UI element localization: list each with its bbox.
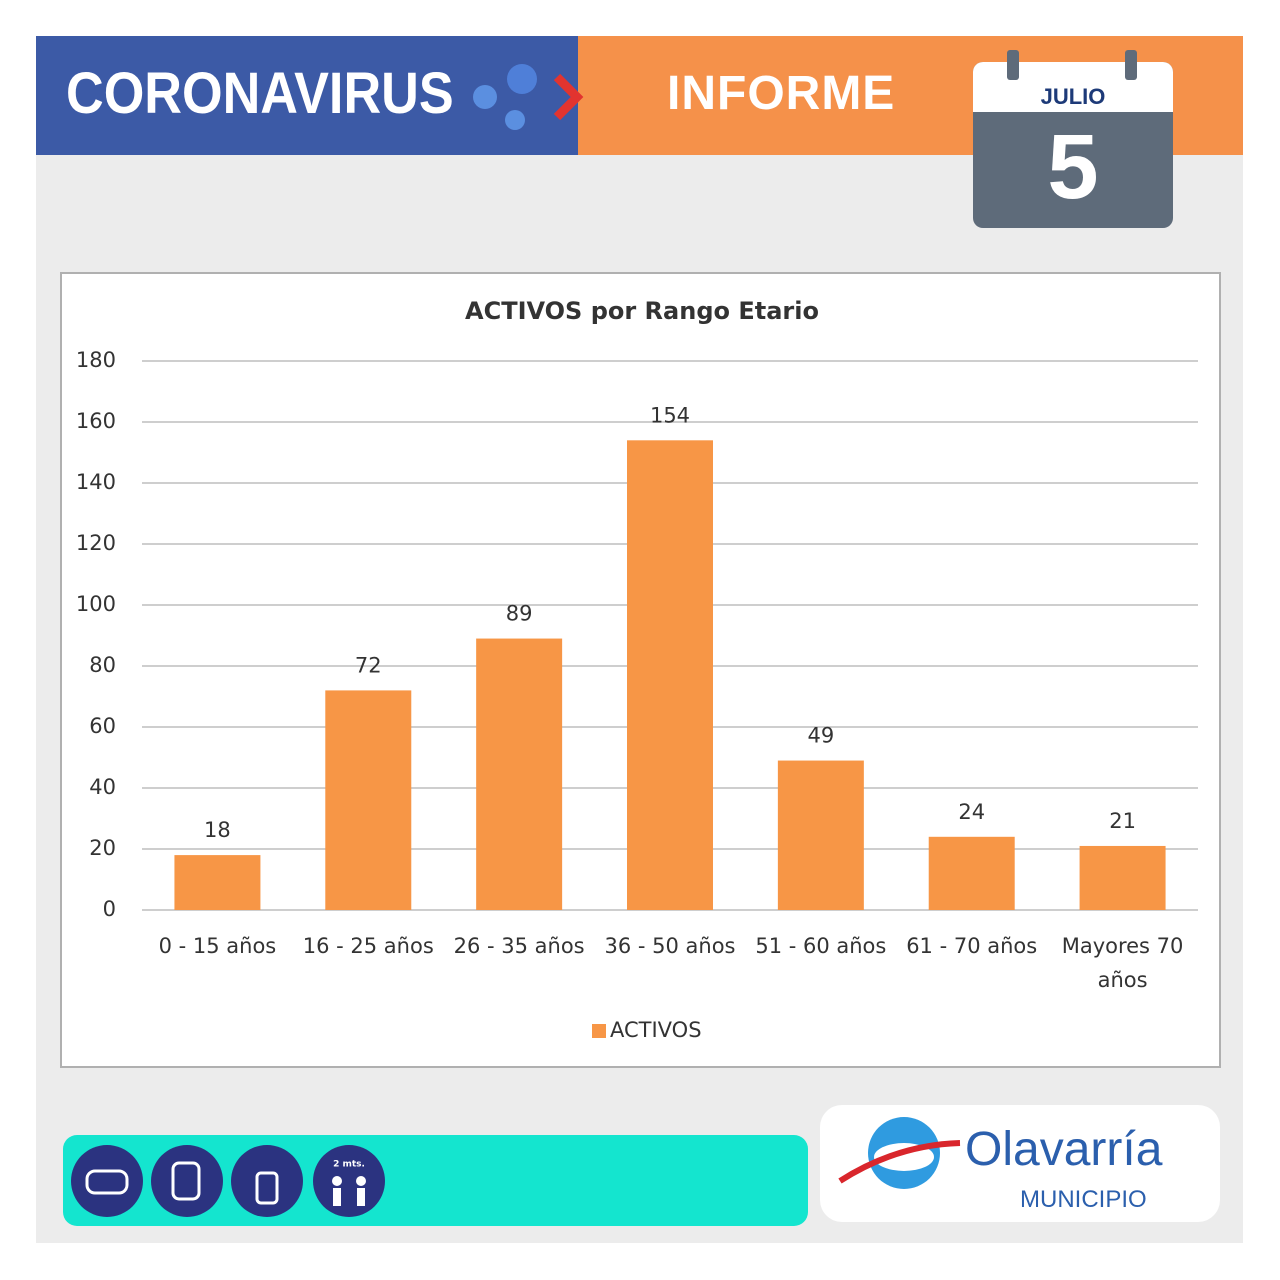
bar bbox=[174, 855, 261, 910]
calendar-ring bbox=[1007, 50, 1019, 80]
virus-icon bbox=[473, 64, 584, 130]
chart-title: ACTIVOS por Rango Etario bbox=[465, 297, 819, 325]
calendar: JULIO 5 bbox=[973, 62, 1173, 228]
data-label: 72 bbox=[355, 653, 382, 677]
y-tick-label: 140 bbox=[76, 470, 116, 494]
bar bbox=[476, 638, 563, 910]
y-tick-label: 180 bbox=[76, 348, 116, 372]
distance-label: 2 mts. bbox=[333, 1160, 365, 1170]
calendar-month: JULIO bbox=[973, 62, 1173, 112]
chart-box: ACTIVOS por Rango Etario 0 20 40 60 80 100 120… bbox=[60, 272, 1221, 1068]
calendar-day: 5 bbox=[1047, 116, 1099, 218]
y-tick-label: 120 bbox=[76, 531, 116, 555]
legend-swatch bbox=[592, 1024, 606, 1038]
header-report: INFORME bbox=[667, 67, 896, 120]
y-tick-label: 20 bbox=[89, 836, 116, 860]
data-label: 154 bbox=[650, 403, 690, 427]
legend-label: ACTIVOS bbox=[610, 1018, 702, 1042]
logo-mark bbox=[838, 1117, 961, 1189]
y-tick-label: 60 bbox=[89, 714, 116, 738]
bar bbox=[627, 440, 713, 910]
bar bbox=[1079, 845, 1166, 910]
x-tick-label: 61 - 70 años bbox=[906, 934, 1038, 958]
y-tick-label: 40 bbox=[89, 775, 116, 799]
prevention-icons: 2 mts. bbox=[71, 1145, 385, 1217]
y-tick-label: 0 bbox=[103, 897, 116, 921]
bar bbox=[928, 836, 1015, 910]
x-tick-label: 26 - 35 años bbox=[453, 934, 585, 958]
x-tick-label: 16 - 25 años bbox=[302, 934, 434, 958]
chart: ACTIVOS por Rango Etario 0 20 40 60 80 100 120… bbox=[76, 297, 1198, 1042]
data-label: 21 bbox=[1109, 809, 1136, 833]
logo-sub: MUNICIPIO bbox=[1020, 1186, 1147, 1213]
x-tick-label: 51 - 60 años bbox=[755, 934, 887, 958]
y-tick-label: 80 bbox=[89, 653, 116, 677]
y-tick-label: 160 bbox=[76, 409, 116, 433]
bar bbox=[777, 760, 864, 910]
x-tick-label: 0 - 15 años bbox=[158, 934, 277, 958]
bar bbox=[325, 690, 412, 910]
y-tick-label: 100 bbox=[76, 592, 116, 616]
data-label: 49 bbox=[807, 724, 834, 748]
calendar-ring bbox=[1125, 50, 1137, 80]
data-label: 24 bbox=[958, 800, 985, 824]
logo-name: Olavarría bbox=[965, 1123, 1163, 1176]
data-label: 89 bbox=[506, 602, 533, 626]
x-tick-label: Mayores 70 años bbox=[1061, 934, 1184, 992]
x-tick-label: 36 - 50 años bbox=[604, 934, 736, 958]
data-label: 18 bbox=[204, 818, 231, 842]
header-title: CORONAVIRUS bbox=[66, 61, 454, 126]
